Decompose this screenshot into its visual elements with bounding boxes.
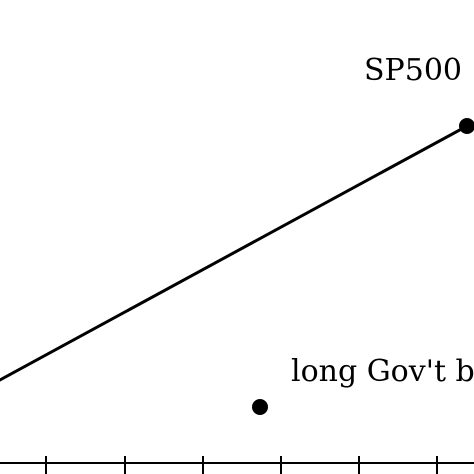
- capital-market-line: [0, 124, 468, 382]
- x-axis-ticks: [45, 456, 438, 474]
- label-sp500: SP500: [364, 53, 462, 88]
- point-sp500: [459, 118, 474, 134]
- label-long-govt-bonds: long Gov't bonds: [291, 354, 474, 389]
- point-long-govt-bonds: [252, 399, 268, 415]
